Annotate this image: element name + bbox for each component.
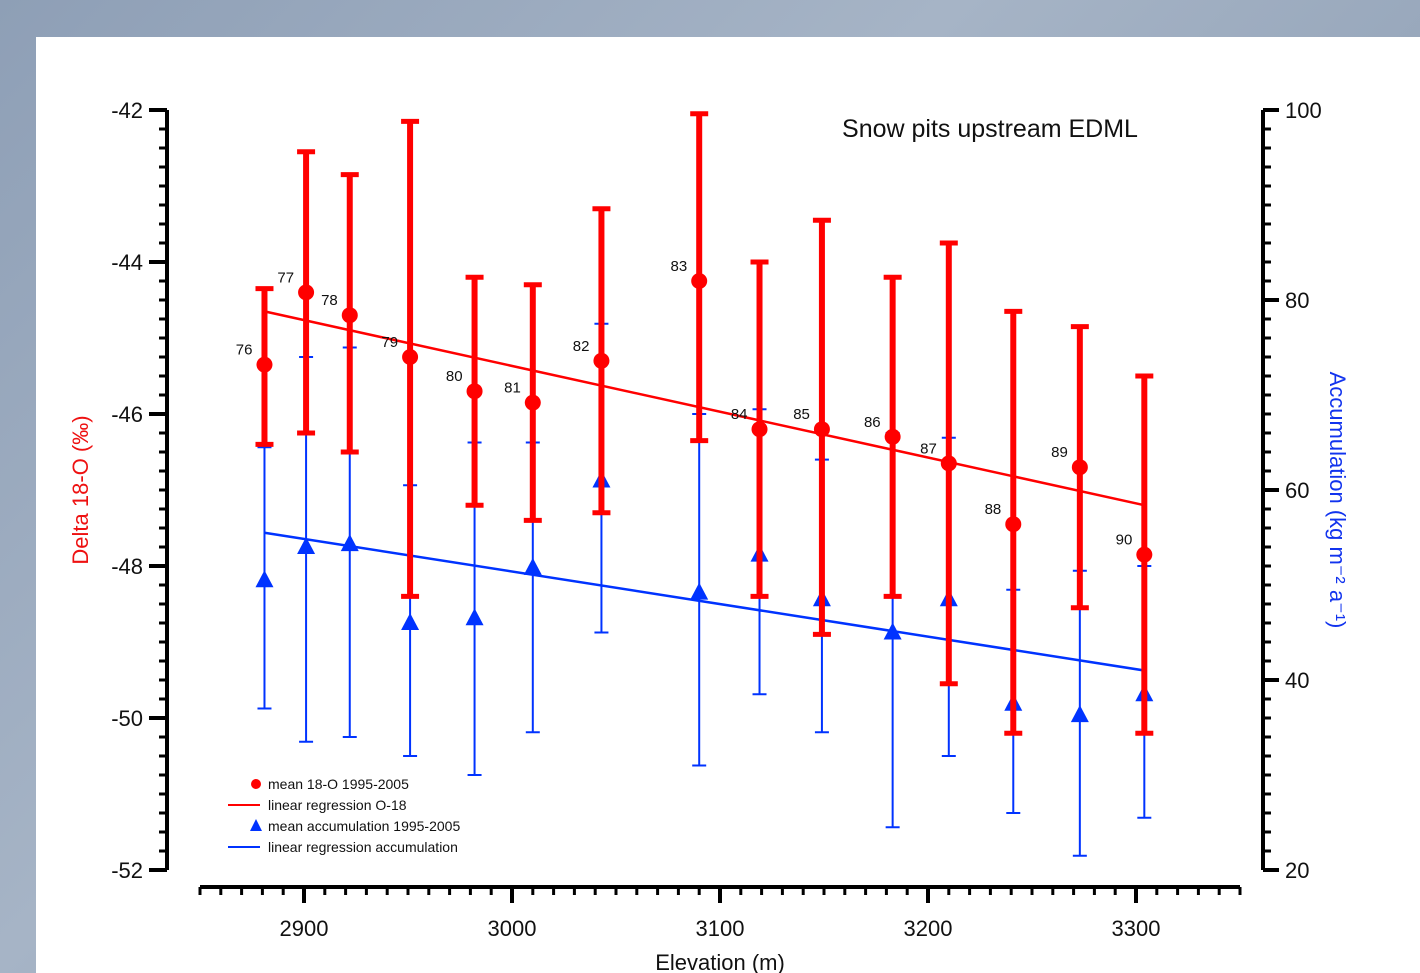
snow-pit-label: 77 xyxy=(277,269,294,286)
legend-triangle-marker xyxy=(250,819,262,831)
delta18o-point xyxy=(1005,516,1022,533)
accumulation-point xyxy=(523,557,542,575)
x-axis-label: Elevation (m) xyxy=(655,950,785,973)
snow-pit-label: 90 xyxy=(1116,532,1133,549)
accumulation-point xyxy=(883,622,902,640)
y-left-tick-label: -52 xyxy=(111,858,143,883)
snow-pit-label: 76 xyxy=(236,342,253,359)
chart-panel xyxy=(36,37,1420,973)
delta18o-point xyxy=(940,455,957,472)
x-tick-label: 3200 xyxy=(904,916,953,941)
snow-pit-label: 85 xyxy=(793,406,810,423)
chart-title: Snow pits upstream EDML xyxy=(842,115,1138,143)
delta18o-point xyxy=(466,383,483,400)
legend-circle-marker xyxy=(251,779,261,789)
x-tick-label: 3000 xyxy=(488,916,537,941)
x-tick-label: 3100 xyxy=(696,916,745,941)
legend-label: mean accumulation 1995-2005 xyxy=(268,818,460,834)
snow-pit-label: 84 xyxy=(731,406,748,423)
y-right-axis-label: Accumulation (kg m⁻² a⁻¹) xyxy=(1325,372,1350,629)
snow-pit-label: 87 xyxy=(920,440,937,457)
accumulation-point xyxy=(465,608,484,626)
delta18o-point xyxy=(1136,546,1153,563)
y-right-tick-label: 20 xyxy=(1285,858,1309,883)
delta18o-point xyxy=(402,349,419,365)
delta18o-point xyxy=(524,394,541,411)
y-right-tick-label: 60 xyxy=(1285,478,1309,503)
delta18o-point xyxy=(884,428,901,445)
accumulation-point xyxy=(690,582,709,600)
delta18o-point xyxy=(1071,459,1088,476)
delta18o-point xyxy=(341,307,358,324)
delta18o-point xyxy=(751,421,768,438)
y-left-tick-label: -46 xyxy=(111,402,143,427)
x-tick-label: 2900 xyxy=(280,916,329,941)
accumulation-point xyxy=(340,534,359,552)
y-left-tick-label: -48 xyxy=(111,554,143,579)
snow-pit-label: 81 xyxy=(504,380,521,397)
accumulation-point xyxy=(297,537,316,554)
x-tick-label: 3300 xyxy=(1112,916,1161,941)
delta18o-point xyxy=(691,273,708,289)
delta18o-point xyxy=(593,352,610,369)
snow-pit-label: 88 xyxy=(985,501,1002,518)
y-right-tick-label: 100 xyxy=(1285,98,1322,123)
snow-pit-label: 86 xyxy=(864,414,881,431)
snow-pit-label: 79 xyxy=(381,334,398,351)
legend-label: linear regression O-18 xyxy=(268,797,407,813)
delta18o-point xyxy=(256,356,273,373)
snow-pit-label: 83 xyxy=(671,258,688,275)
y-left-tick-label: -50 xyxy=(111,706,143,731)
legend-label: mean 18-O 1995-2005 xyxy=(268,776,409,792)
legend-label: linear regression accumulation xyxy=(268,839,458,855)
accumulation-point xyxy=(401,613,420,630)
y-right-tick-label: 80 xyxy=(1285,288,1309,313)
y-left-axis-label: Delta 18-O (‰) xyxy=(68,415,93,564)
delta18o-point xyxy=(813,421,830,438)
delta18o-point xyxy=(298,284,315,301)
accumulation-point xyxy=(1070,705,1089,723)
snow-pit-label: 89 xyxy=(1051,444,1068,461)
snow-pit-label: 80 xyxy=(446,368,463,385)
y-right-tick-label: 40 xyxy=(1285,668,1309,693)
y-left-tick-label: -44 xyxy=(111,250,143,275)
snow-pit-label: 78 xyxy=(321,292,338,309)
y-left-tick-label: -42 xyxy=(111,98,143,123)
snow-pit-label: 82 xyxy=(573,338,590,355)
accumulation-point xyxy=(255,570,274,588)
